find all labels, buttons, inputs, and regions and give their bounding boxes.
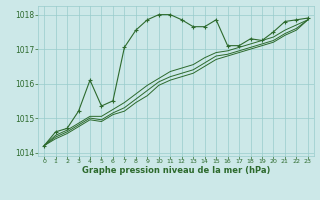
X-axis label: Graphe pression niveau de la mer (hPa): Graphe pression niveau de la mer (hPa) xyxy=(82,166,270,175)
